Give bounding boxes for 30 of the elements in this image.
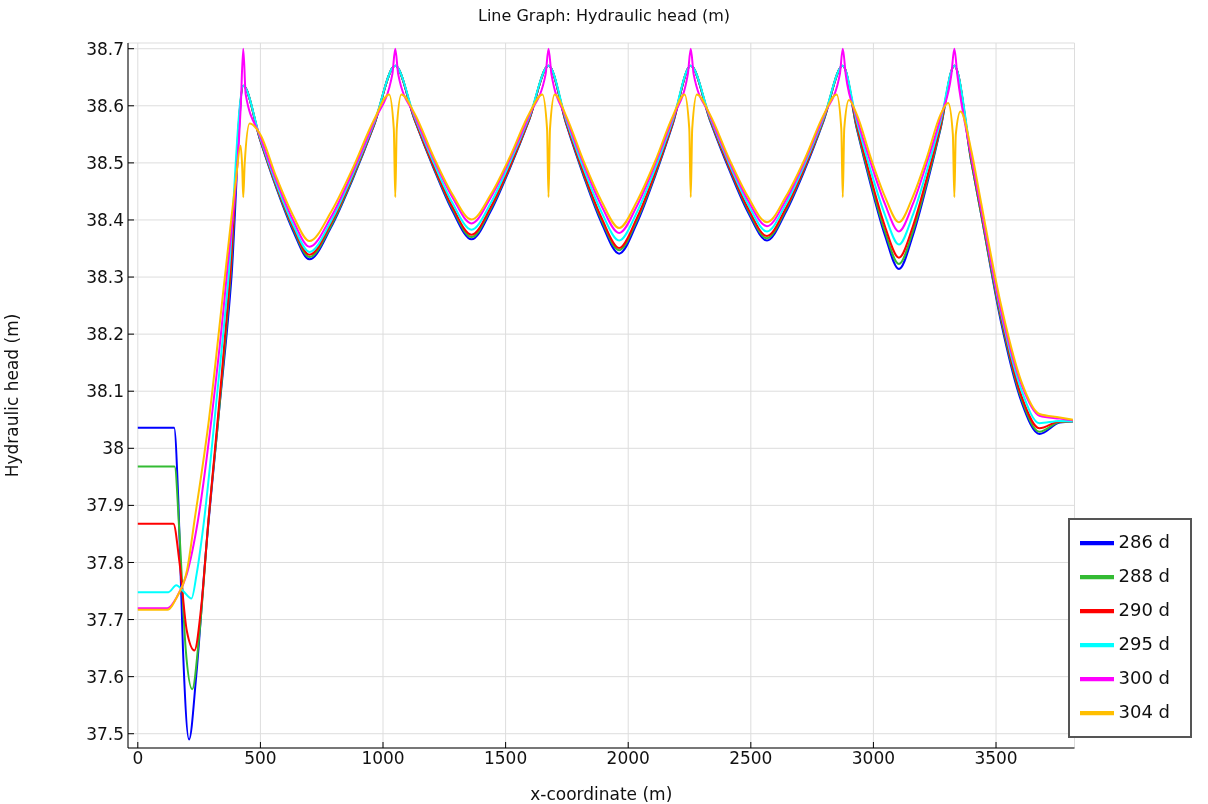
x-tick-label: 1500 — [483, 748, 528, 769]
y-tick-label: 37.9 — [86, 495, 124, 516]
y-tick-label: 37.8 — [86, 552, 124, 573]
legend-label: 300 d — [1118, 667, 1170, 688]
x-tick-label: 1000 — [361, 748, 405, 769]
legend-label: 290 d — [1118, 599, 1170, 620]
y-tick-label: 38.2 — [86, 324, 124, 345]
x-tick-label: 500 — [244, 748, 277, 769]
y-tick-label: 38.7 — [86, 38, 124, 59]
x-tick-label: 2000 — [606, 748, 650, 769]
x-tick-label: 3500 — [974, 748, 1018, 769]
y-tick-label: 37.7 — [86, 609, 124, 630]
y-axis-title: Hydraulic head (m) — [2, 313, 23, 478]
y-tick-label: 37.6 — [86, 666, 124, 687]
y-tick-label: 38.1 — [86, 381, 124, 402]
x-axis-title: x-coordinate (m) — [530, 784, 673, 804]
x-tick-label: 3000 — [851, 748, 896, 769]
legend-label: 288 d — [1118, 565, 1170, 586]
legend-label: 295 d — [1118, 633, 1170, 654]
x-tick-label: 2500 — [729, 748, 773, 769]
y-tick-label: 38.6 — [86, 95, 124, 116]
chart-title: Line Graph: Hydraulic head (m) — [476, 6, 731, 25]
x-tick-label: 0 — [132, 748, 144, 769]
y-tick-label: 38.3 — [86, 267, 124, 288]
legend-label: 304 d — [1118, 701, 1170, 722]
legend-label: 286 d — [1118, 531, 1170, 552]
y-tick-label: 37.5 — [86, 723, 124, 744]
y-tick-label: 38 — [102, 438, 124, 459]
y-tick-label: 38.5 — [86, 152, 124, 173]
y-tick-label: 38.4 — [86, 210, 124, 230]
